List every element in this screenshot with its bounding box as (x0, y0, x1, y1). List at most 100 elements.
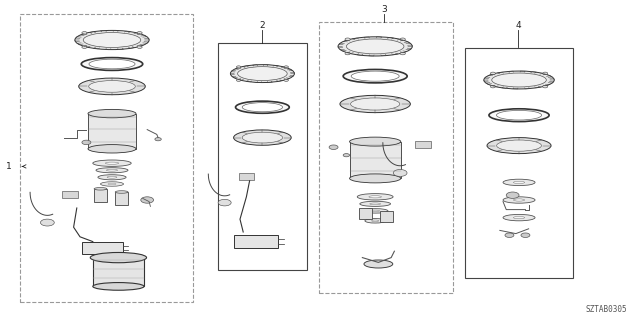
Circle shape (543, 85, 548, 88)
Ellipse shape (351, 71, 399, 81)
Ellipse shape (351, 98, 400, 110)
Circle shape (505, 233, 514, 237)
Ellipse shape (503, 197, 535, 203)
Ellipse shape (105, 162, 119, 164)
Text: 4: 4 (516, 21, 521, 30)
Ellipse shape (81, 58, 143, 70)
Circle shape (490, 85, 495, 88)
Ellipse shape (100, 182, 124, 186)
Ellipse shape (497, 140, 541, 151)
Ellipse shape (234, 130, 291, 145)
Ellipse shape (357, 194, 393, 200)
Circle shape (284, 79, 289, 81)
Circle shape (82, 32, 87, 34)
Ellipse shape (364, 260, 393, 268)
Ellipse shape (365, 219, 385, 223)
Bar (415, 141, 431, 148)
Ellipse shape (83, 33, 141, 47)
Ellipse shape (370, 203, 381, 205)
Ellipse shape (79, 78, 145, 95)
Circle shape (343, 154, 349, 157)
Circle shape (236, 66, 241, 68)
Ellipse shape (362, 209, 388, 213)
Ellipse shape (503, 179, 535, 186)
Ellipse shape (497, 110, 541, 120)
Ellipse shape (243, 132, 283, 143)
Ellipse shape (90, 252, 147, 263)
Text: 2: 2 (260, 21, 265, 30)
Bar (349, 141, 401, 179)
Circle shape (236, 79, 241, 81)
Bar (359, 208, 372, 219)
Ellipse shape (349, 137, 401, 146)
Circle shape (141, 197, 154, 203)
Ellipse shape (236, 101, 289, 113)
Text: 1: 1 (6, 162, 12, 171)
Circle shape (490, 72, 495, 75)
Text: SZTAB0305: SZTAB0305 (586, 305, 627, 314)
Ellipse shape (349, 174, 401, 183)
Circle shape (329, 145, 338, 149)
Circle shape (345, 38, 350, 41)
Ellipse shape (93, 283, 144, 290)
Ellipse shape (489, 109, 549, 122)
Bar (218, 43, 307, 270)
Circle shape (137, 46, 142, 48)
Circle shape (155, 138, 161, 141)
Ellipse shape (96, 168, 128, 173)
Circle shape (82, 46, 87, 48)
Ellipse shape (369, 196, 381, 198)
Ellipse shape (503, 214, 535, 221)
Ellipse shape (372, 220, 379, 221)
Bar (234, 235, 278, 248)
Circle shape (393, 170, 407, 176)
Ellipse shape (89, 59, 135, 69)
Ellipse shape (115, 191, 128, 193)
Ellipse shape (89, 81, 135, 92)
Ellipse shape (484, 71, 554, 89)
Bar (94, 189, 107, 202)
Circle shape (506, 192, 519, 198)
Ellipse shape (75, 30, 149, 50)
Bar (239, 173, 254, 180)
Circle shape (137, 32, 142, 34)
Ellipse shape (93, 160, 131, 166)
Ellipse shape (108, 183, 116, 185)
Bar (115, 192, 128, 205)
Ellipse shape (360, 201, 390, 206)
Ellipse shape (492, 73, 547, 87)
Circle shape (345, 52, 350, 55)
Text: 3: 3 (381, 5, 387, 14)
Circle shape (543, 72, 548, 75)
Ellipse shape (487, 138, 551, 154)
Ellipse shape (343, 69, 407, 83)
Ellipse shape (88, 109, 136, 118)
Ellipse shape (107, 176, 117, 178)
Circle shape (82, 140, 91, 145)
Circle shape (40, 219, 54, 226)
Ellipse shape (98, 175, 126, 180)
Bar (93, 258, 144, 286)
Circle shape (218, 199, 231, 206)
Ellipse shape (513, 217, 525, 219)
Bar (81, 242, 123, 254)
Bar (88, 114, 136, 149)
Ellipse shape (513, 181, 525, 184)
Ellipse shape (340, 95, 410, 113)
Bar (20, 14, 193, 302)
Ellipse shape (243, 103, 283, 112)
Circle shape (521, 233, 530, 237)
Ellipse shape (346, 39, 404, 54)
Bar (62, 191, 79, 198)
Bar (319, 22, 453, 293)
Bar (465, 48, 573, 278)
Ellipse shape (88, 145, 136, 153)
Ellipse shape (94, 188, 107, 190)
Ellipse shape (106, 169, 118, 171)
Ellipse shape (237, 67, 287, 81)
Circle shape (400, 38, 405, 41)
Ellipse shape (371, 210, 380, 212)
Circle shape (400, 52, 405, 55)
Ellipse shape (338, 37, 412, 56)
Ellipse shape (230, 65, 294, 83)
